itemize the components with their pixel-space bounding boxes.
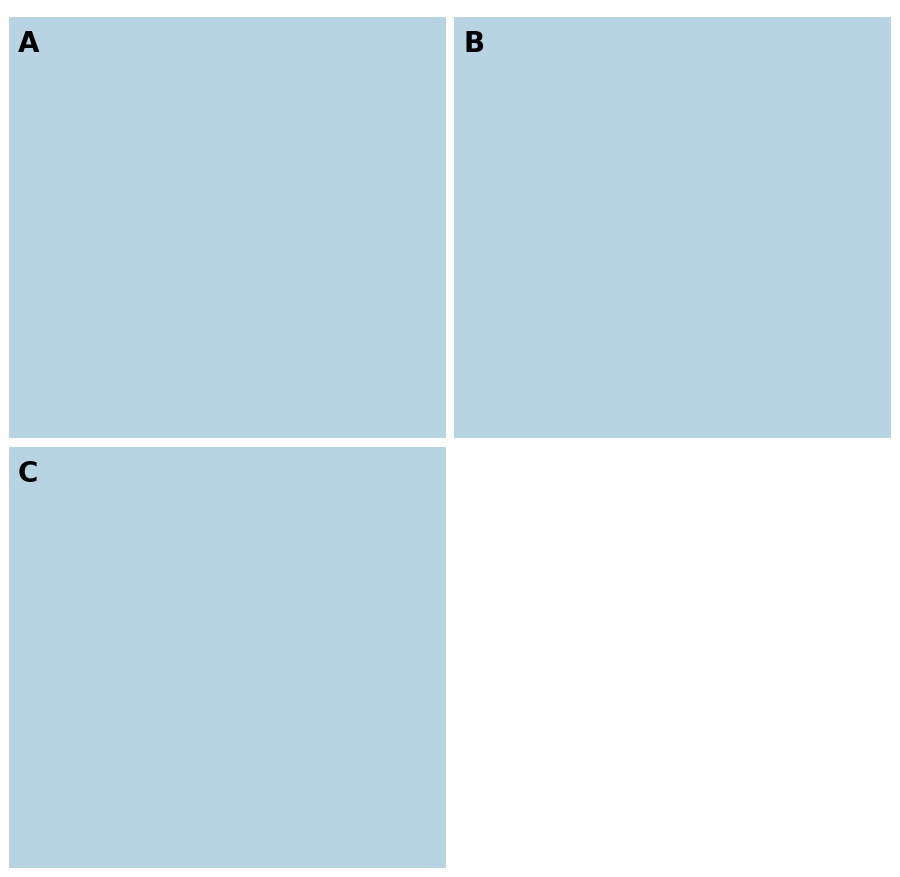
Text: C: C — [18, 460, 38, 488]
Text: A: A — [18, 30, 40, 58]
Text: B: B — [464, 30, 484, 58]
